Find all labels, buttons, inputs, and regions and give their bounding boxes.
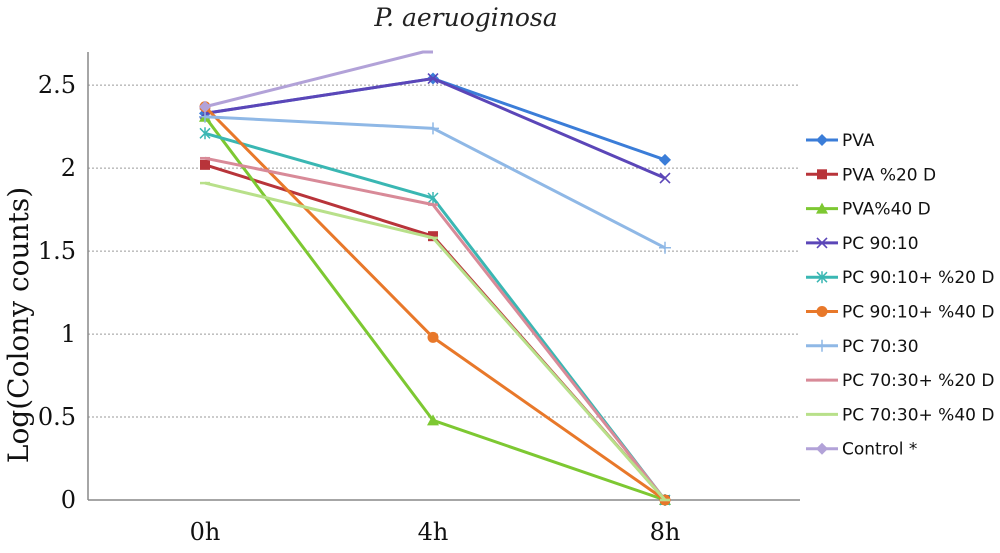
data-point — [816, 339, 828, 352]
data-point — [199, 100, 211, 113]
data-point — [817, 169, 827, 180]
series-2 — [199, 110, 671, 505]
legend-label: Control * — [842, 440, 917, 460]
legend-item: PVA — [806, 131, 875, 151]
data-point — [816, 306, 828, 317]
legend-label: PC 70:30+ %40 D — [842, 405, 994, 425]
legend-label: PVA %20 D — [842, 165, 936, 185]
legend-label: PC 70:30 — [842, 337, 919, 357]
data-point — [199, 127, 211, 140]
grid-layer — [87, 52, 800, 501]
x-tick-label: 0h — [190, 518, 221, 546]
x-tick-layer: 0h 4h 8h — [190, 518, 681, 546]
series-8 — [200, 181, 670, 502]
data-point — [427, 414, 439, 426]
chart-title: P. aeruoginosa — [373, 3, 557, 32]
data-point — [427, 331, 439, 343]
series-9 — [199, 50, 433, 113]
legend-item: PC 90:10+ %20 D — [806, 268, 994, 288]
series-line — [204, 50, 433, 109]
y-tick-label: 0 — [61, 486, 76, 514]
y-tick-layer: 0 0.5 1 1.5 2 2.5 — [38, 71, 76, 514]
series-line — [203, 105, 666, 502]
series-7 — [200, 156, 670, 502]
legend-item: PC 90:10 — [806, 234, 919, 254]
data-point — [816, 202, 828, 214]
data-point — [659, 153, 671, 166]
legend-label: PVA — [842, 131, 875, 151]
data-point — [816, 237, 828, 249]
legend-item: Control * — [806, 440, 917, 460]
data-point — [659, 241, 671, 254]
data-point — [427, 72, 439, 85]
data-point — [428, 231, 438, 242]
legend-item: PC 70:30+ %40 D — [806, 405, 994, 425]
y-tick-label: 1 — [61, 320, 76, 348]
y-tick-label: 2.5 — [38, 71, 76, 99]
legend-item: PVA %20 D — [806, 165, 936, 185]
data-point — [816, 271, 828, 284]
y-tick-label: 2 — [61, 154, 76, 182]
data-point — [816, 134, 828, 146]
data-point — [427, 192, 439, 205]
data-point — [816, 442, 828, 455]
legend-label: PC 90:10 — [842, 234, 919, 254]
series-line — [204, 131, 667, 501]
series-layer — [199, 50, 671, 506]
legend-item: PC 70:30+ %20 D — [806, 371, 994, 391]
legend-label: PVA%40 D — [842, 200, 931, 220]
legend-item: PC 90:10+ %40 D — [806, 303, 994, 323]
legend-label: PC 70:30+ %20 D — [842, 371, 994, 391]
legend: PVA PVA %20 D PVA%40 D PC 90:10 PC 90:10+ %2… — [806, 131, 994, 460]
legend-item: PVA%40 D — [806, 200, 931, 220]
y-axis-label: Log(Colony counts) — [2, 187, 35, 463]
x-tick-label: 8h — [650, 518, 681, 546]
y-tick-label: 1.5 — [38, 237, 76, 265]
data-point — [659, 172, 671, 184]
legend-label: PC 90:10+ %40 D — [842, 303, 994, 323]
legend-label: PC 90:10+ %20 D — [842, 268, 994, 288]
data-point — [427, 122, 439, 135]
series-5 — [199, 101, 671, 506]
data-point — [200, 159, 210, 170]
x-tick-label: 4h — [418, 518, 449, 546]
y-tick-label: 0.5 — [38, 403, 76, 431]
series-line — [203, 115, 666, 502]
legend-item: PC 70:30 — [806, 337, 919, 357]
